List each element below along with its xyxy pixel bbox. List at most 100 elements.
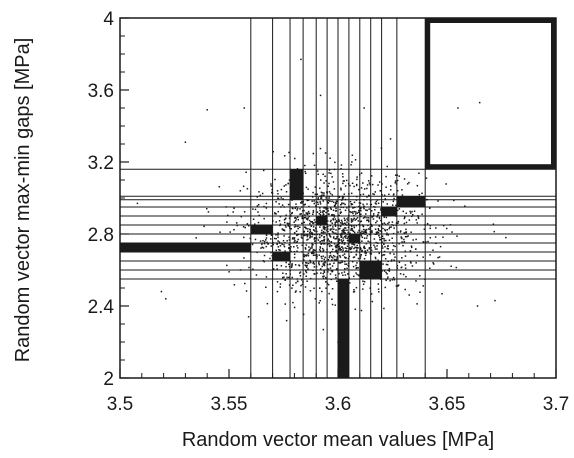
data-point: [351, 182, 354, 184]
data-point: [358, 223, 360, 226]
data-point: [340, 199, 343, 201]
data-point: [319, 247, 322, 249]
data-point: [339, 256, 342, 258]
data-point: [323, 264, 325, 266]
data-point: [378, 291, 380, 293]
data-point: [366, 219, 369, 221]
data-point: [265, 207, 268, 209]
outlier-point: [300, 58, 302, 61]
data-point: [302, 281, 304, 283]
data-point: [356, 262, 358, 264]
data-point: [320, 191, 323, 194]
data-point: [303, 221, 306, 224]
data-point: [338, 239, 341, 241]
data-point: [442, 224, 445, 227]
data-point: [383, 250, 386, 253]
data-point: [321, 229, 323, 232]
data-point: [366, 187, 368, 190]
data-point: [281, 276, 284, 279]
data-point: [353, 201, 356, 204]
data-point: [345, 179, 348, 182]
data-point: [305, 186, 308, 189]
data-point: [304, 170, 306, 173]
data-point: [239, 269, 242, 271]
data-point: [311, 220, 313, 223]
data-point: [355, 264, 357, 267]
data-point: [340, 260, 343, 262]
data-point: [404, 264, 407, 266]
data-point: [402, 210, 404, 213]
data-point: [323, 240, 325, 242]
data-point: [359, 173, 361, 176]
data-point: [327, 271, 329, 273]
data-point: [322, 210, 324, 212]
data-point: [367, 180, 370, 182]
data-point: [404, 267, 407, 270]
data-point: [370, 203, 373, 206]
data-point: [354, 246, 356, 249]
data-point: [384, 286, 387, 289]
data-point: [348, 277, 350, 279]
data-point: [332, 254, 335, 257]
data-point: [331, 257, 334, 259]
data-point: [368, 220, 370, 223]
data-point: [307, 188, 309, 190]
data-point: [236, 224, 239, 227]
data-point: [307, 268, 309, 270]
data-point: [345, 250, 347, 252]
data-point: [327, 199, 330, 202]
data-point: [334, 250, 337, 253]
data-point: [417, 216, 420, 218]
data-point: [327, 207, 329, 210]
data-point: [226, 221, 228, 223]
data-point: [302, 260, 305, 262]
data-point: [365, 228, 368, 231]
data-point: [390, 259, 393, 261]
data-point: [259, 240, 262, 242]
data-point: [316, 255, 318, 258]
data-point: [332, 181, 335, 183]
data-point: [346, 245, 349, 248]
data-point: [328, 182, 330, 185]
data-point: [280, 188, 283, 191]
data-point: [328, 255, 331, 257]
data-point: [445, 227, 448, 230]
data-point: [315, 205, 317, 208]
data-point: [341, 230, 343, 232]
data-point: [331, 265, 334, 267]
data-point: [244, 226, 246, 229]
data-point: [358, 209, 360, 212]
y-axis-ticks: 2 2.4 2.8 3.2 3.6 4: [88, 9, 129, 390]
data-point: [359, 207, 361, 209]
data-point: [307, 210, 310, 213]
data-point: [304, 172, 307, 175]
data-point: [283, 276, 285, 278]
data-point: [306, 280, 308, 282]
data-point: [351, 228, 353, 230]
data-point: [383, 307, 385, 310]
data-point: [346, 233, 348, 236]
data-point: [418, 172, 420, 174]
data-point: [369, 251, 372, 253]
data-point: [382, 237, 384, 240]
data-point: [303, 253, 305, 256]
data-point: [362, 203, 364, 206]
data-point: [296, 240, 299, 243]
data-point: [341, 251, 344, 253]
data-point: [355, 184, 358, 187]
data-point: [320, 235, 323, 237]
data-point: [300, 236, 303, 238]
data-point: [281, 204, 284, 206]
data-point: [328, 233, 330, 235]
data-point: [239, 190, 242, 192]
outlier-point: [247, 316, 250, 318]
data-point: [416, 222, 418, 224]
data-point: [274, 212, 276, 215]
data-point: [369, 287, 371, 289]
data-point: [333, 204, 336, 207]
data-point: [395, 224, 397, 227]
data-point: [319, 209, 321, 212]
data-point: [331, 176, 333, 178]
data-point: [303, 204, 306, 206]
data-point: [291, 238, 294, 240]
